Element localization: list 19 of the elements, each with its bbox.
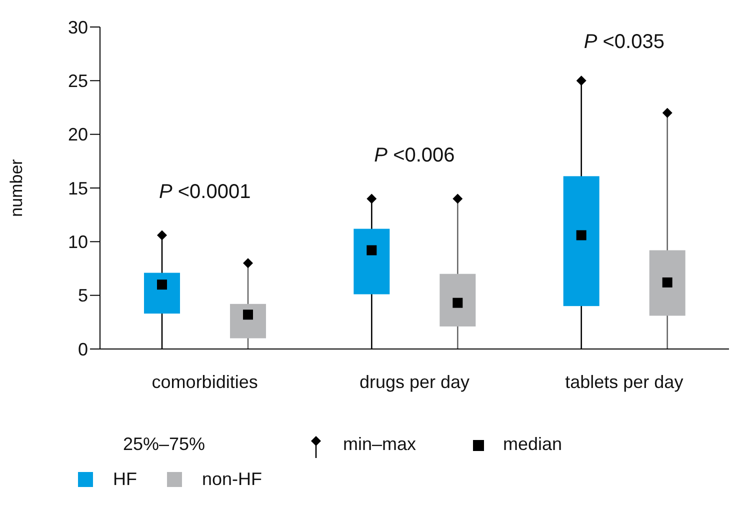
y-tick-label: 15 [68,178,88,198]
y-tick-label: 30 [68,17,88,38]
y-axis-title: number [7,158,26,217]
annotation: P <0.0001 [158,182,251,204]
y-tick-label: 10 [68,232,88,252]
text: median [503,434,562,455]
legend-label: HF [113,469,137,490]
legend-label: non-HF [202,469,262,490]
y-tick-label: 20 [68,124,88,145]
annotation: P <0.006 [374,145,455,168]
y-tick-label: 5 [78,286,88,306]
text: min–max [343,434,416,455]
x-tick-label: comorbidities [152,372,258,392]
annotation: P <0.035 [584,31,664,54]
text: 25%–75% [123,434,206,455]
y-tick-label: 0 [78,339,88,360]
x-tick-label: tablets per day [565,372,684,392]
y-tick-label: 25 [68,71,88,92]
x-tick-label: drugs per day [359,372,470,392]
